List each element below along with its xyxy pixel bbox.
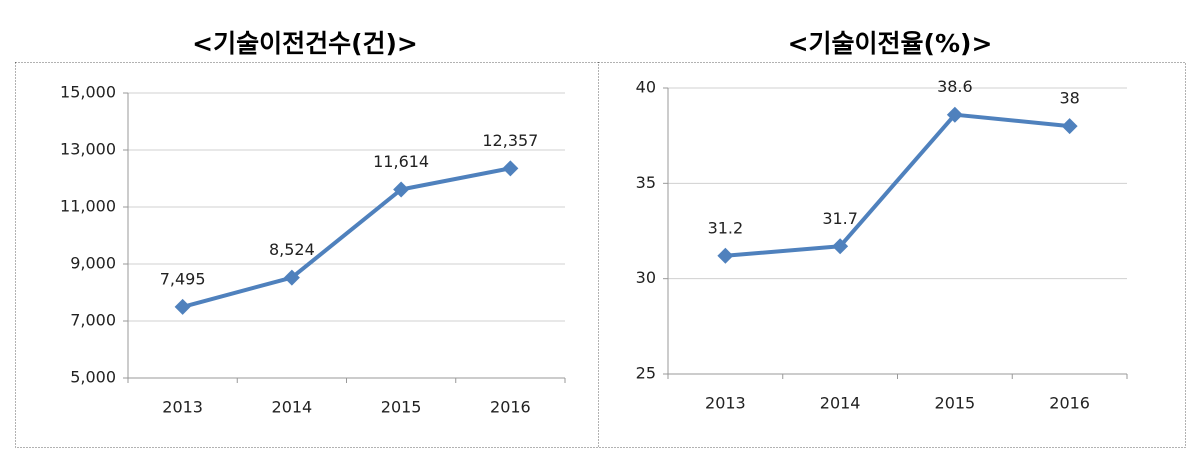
chart-title: <기술이전건수(건)> xyxy=(192,29,418,58)
y-tick-label: 30 xyxy=(636,268,656,287)
x-tick-label: 2013 xyxy=(162,398,203,417)
y-tick-label: 15,000 xyxy=(60,83,116,102)
data-label: 38 xyxy=(1059,89,1079,108)
y-tick-label: 35 xyxy=(636,173,656,192)
line xyxy=(725,112,1070,258)
marker xyxy=(946,106,963,123)
data-label: 31.7 xyxy=(822,209,858,228)
marker xyxy=(832,238,849,255)
y-tick-label: 13,000 xyxy=(60,140,116,159)
x-tick-label: 2013 xyxy=(705,394,746,413)
x-tick-label: 2015 xyxy=(381,398,422,417)
marker xyxy=(717,247,734,264)
y-tick-label: 25 xyxy=(636,364,656,383)
data-label: 11,614 xyxy=(373,152,429,171)
y-tick-label: 5,000 xyxy=(70,368,116,387)
data-label: 31.2 xyxy=(708,218,744,237)
y-tick-label: 11,000 xyxy=(60,197,116,216)
marker xyxy=(1061,118,1078,135)
x-tick-label: 2014 xyxy=(820,394,861,413)
y-tick-label: 9,000 xyxy=(70,254,116,273)
x-tick-label: 2016 xyxy=(1049,394,1090,413)
data-label: 8,524 xyxy=(269,240,315,259)
data-label: 12,357 xyxy=(482,131,538,150)
y-tick-label: 7,000 xyxy=(70,311,116,330)
marker xyxy=(502,160,519,177)
y-tick-label: 40 xyxy=(636,78,656,97)
data-label: 7,495 xyxy=(160,269,206,288)
chart-title: <기술이전율(%)> xyxy=(788,29,993,58)
x-tick-label: 2016 xyxy=(490,398,531,417)
marker xyxy=(174,298,191,315)
data-label: 38.6 xyxy=(937,77,973,96)
x-tick-label: 2014 xyxy=(272,398,313,417)
marker xyxy=(393,181,410,198)
panel-border xyxy=(598,62,1186,448)
x-tick-label: 2015 xyxy=(935,394,976,413)
line xyxy=(182,166,511,309)
panel-border xyxy=(15,62,599,448)
marker xyxy=(283,269,300,286)
